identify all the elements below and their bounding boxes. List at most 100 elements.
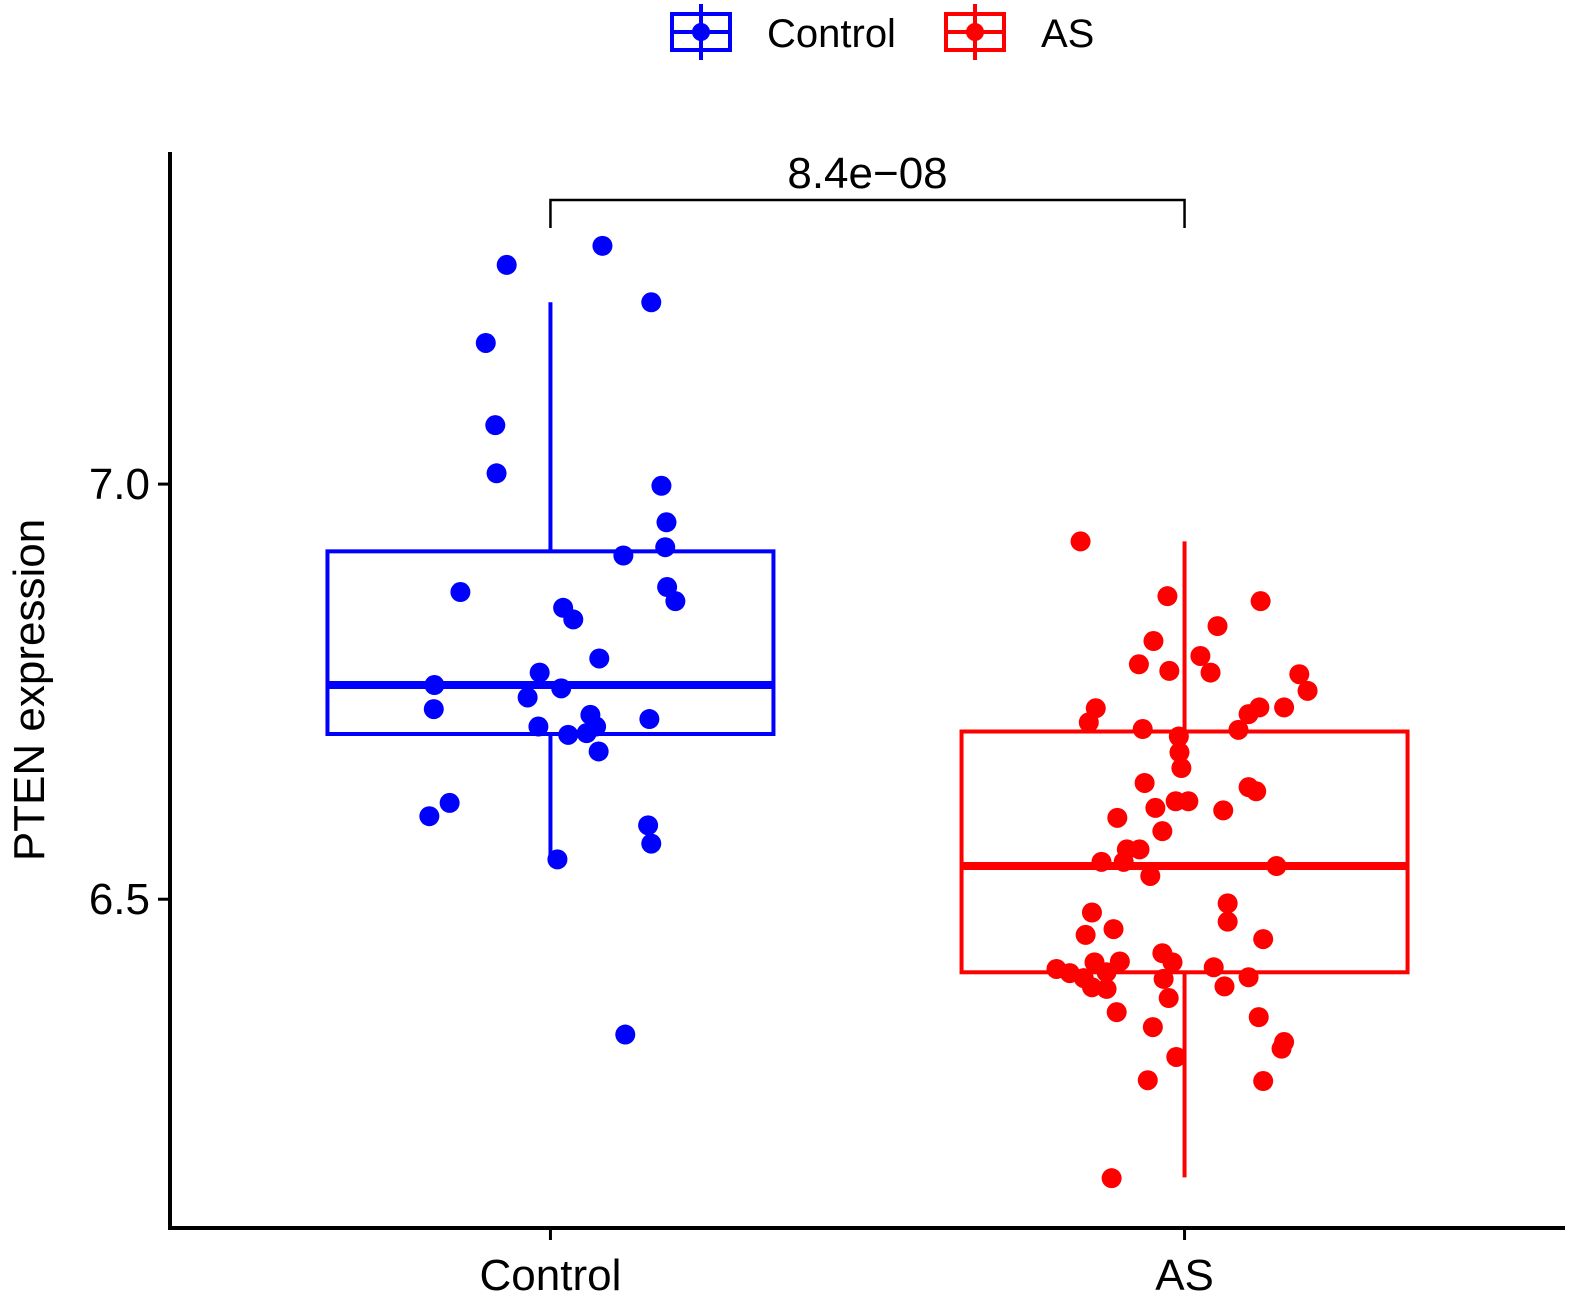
data-point-control [485, 415, 506, 436]
data-point-as [1166, 1046, 1187, 1067]
data-point-control [517, 687, 538, 708]
data-point-as [1217, 911, 1238, 932]
y-axis-label: PTEN expression [5, 519, 54, 861]
data-point-as [1101, 1168, 1122, 1189]
data-point-as [1203, 957, 1224, 978]
data-point-as [1091, 851, 1112, 872]
data-point-as [1134, 772, 1155, 793]
data-point-as [1266, 856, 1287, 877]
data-point-control [655, 537, 676, 558]
data-point-as [1190, 645, 1211, 666]
data-point-as [1171, 758, 1192, 779]
data-point-as [1107, 807, 1128, 828]
data-point-as [1168, 726, 1189, 747]
data-point-control [639, 709, 660, 730]
data-point-as [1162, 952, 1183, 973]
data-point-as [1207, 616, 1228, 637]
data-point-as [1297, 680, 1318, 701]
data-point-as [1143, 631, 1164, 652]
data-point-as [1145, 797, 1166, 818]
data-point-control [615, 1024, 636, 1045]
data-point-as [1070, 531, 1091, 552]
legend-key-control [670, 4, 732, 60]
box-control [325, 235, 776, 1045]
data-point-control [496, 254, 517, 275]
data-point-control [589, 648, 610, 669]
data-point-as [1153, 968, 1174, 989]
legend: Control AS [670, 4, 1094, 60]
legend-label-as: AS [1041, 12, 1094, 56]
data-point-control [656, 512, 677, 533]
data-point-as [1178, 791, 1199, 812]
data-point-control [423, 699, 444, 720]
data-point-as [1096, 978, 1117, 999]
data-point-as [1128, 654, 1149, 675]
data-point-as [1169, 742, 1190, 763]
data-point-as [1274, 697, 1295, 718]
data-point-as [1159, 660, 1180, 681]
data-point-control [651, 475, 672, 496]
data-point-as [1200, 662, 1221, 683]
data-point-as [1113, 851, 1134, 872]
data-point-control [613, 545, 634, 566]
box-as [959, 531, 1410, 1189]
data-point-as [1096, 962, 1117, 983]
legend-key-as [944, 4, 1006, 60]
data-point-as [1238, 967, 1259, 988]
data-point-control [424, 675, 445, 696]
data-point-as [1157, 586, 1178, 607]
data-point-as [1248, 1007, 1269, 1028]
data-point-as [1214, 976, 1235, 997]
data-point-control [486, 463, 507, 484]
y-tick-label: 6.5 [89, 875, 150, 924]
data-point-control [547, 849, 568, 870]
data-point-as [1152, 821, 1173, 842]
data-point-as [1271, 1038, 1292, 1059]
data-point-as [1228, 719, 1249, 740]
data-point-as [1158, 988, 1179, 1009]
data-point-control [558, 724, 579, 745]
data-point-control [592, 235, 613, 256]
data-point-as [1140, 865, 1161, 886]
data-point-as [1081, 977, 1102, 998]
significance-bracket: 8.4e−08 [549, 149, 1186, 228]
data-point-control [641, 292, 662, 313]
data-point-as [1081, 902, 1102, 923]
data-point-as [1289, 664, 1310, 685]
data-point-control [475, 332, 496, 353]
data-point-control [439, 792, 460, 813]
data-point-as [1132, 719, 1153, 740]
data-point-control [528, 716, 549, 737]
data-point-as [1078, 712, 1099, 733]
data-point-as [1109, 951, 1130, 972]
data-point-as [1103, 919, 1124, 940]
data-point-as [1137, 1070, 1158, 1091]
data-point-control [588, 741, 609, 762]
data-point-as [1238, 704, 1259, 725]
data-point-control [551, 678, 572, 699]
data-point-as [1250, 591, 1271, 612]
data-point-as [1213, 800, 1234, 821]
legend-label-control: Control [767, 12, 896, 56]
data-point-control [641, 833, 662, 854]
data-point-control [529, 662, 550, 683]
data-point-as [1246, 781, 1267, 802]
data-point-control [665, 591, 686, 612]
y-tick-label: 7.0 [89, 460, 150, 509]
data-point-as [1075, 924, 1096, 945]
data-point-control [638, 815, 659, 836]
data-point-control [576, 723, 597, 744]
data-point-control [563, 609, 584, 630]
data-point-as [1217, 893, 1238, 914]
data-point-as [1253, 1071, 1274, 1092]
data-point-as [1129, 839, 1150, 860]
p-value-label: 8.4e−08 [787, 149, 947, 198]
data-point-control [419, 806, 440, 827]
data-point-as [1106, 1002, 1127, 1023]
x-tick-label: AS [1155, 1251, 1214, 1300]
data-point-as [1142, 1017, 1163, 1038]
data-point-control [450, 582, 471, 603]
data-point-as [1253, 929, 1274, 950]
x-tick-label: Control [480, 1251, 622, 1300]
